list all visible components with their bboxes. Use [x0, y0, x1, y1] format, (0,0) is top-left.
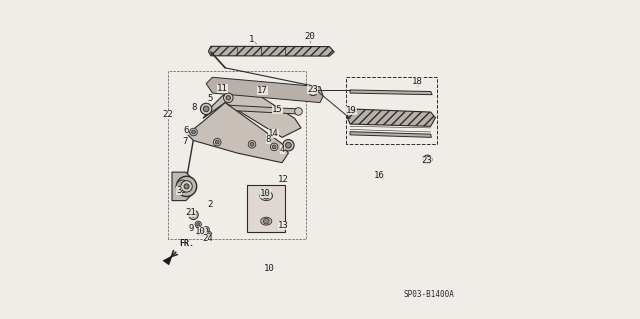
Polygon shape [206, 77, 323, 103]
Circle shape [285, 142, 291, 148]
Polygon shape [163, 256, 172, 265]
Text: 24: 24 [203, 234, 213, 243]
Text: 10: 10 [260, 189, 271, 198]
Text: 15: 15 [272, 105, 283, 114]
Text: 3: 3 [176, 186, 182, 195]
Circle shape [263, 193, 269, 199]
Text: 12: 12 [278, 174, 289, 184]
Circle shape [200, 103, 212, 115]
Text: 5: 5 [207, 94, 212, 103]
Text: 10: 10 [195, 227, 206, 236]
Circle shape [264, 218, 269, 224]
Circle shape [423, 155, 432, 164]
Circle shape [181, 181, 192, 192]
Text: 22: 22 [162, 110, 173, 119]
Circle shape [191, 130, 195, 134]
Text: 25: 25 [196, 229, 207, 238]
Text: 23: 23 [307, 85, 318, 94]
Text: 19: 19 [346, 106, 356, 115]
Circle shape [270, 143, 278, 151]
Circle shape [215, 140, 219, 144]
Text: 10: 10 [264, 264, 275, 273]
Polygon shape [247, 185, 285, 232]
Circle shape [205, 231, 212, 238]
Circle shape [294, 108, 302, 115]
Circle shape [196, 223, 200, 226]
Ellipse shape [260, 191, 273, 201]
Ellipse shape [260, 217, 272, 225]
Circle shape [201, 231, 204, 234]
Text: 17: 17 [257, 86, 268, 95]
Polygon shape [347, 109, 435, 126]
Circle shape [176, 180, 189, 193]
Circle shape [195, 221, 202, 227]
Circle shape [204, 106, 209, 112]
Text: 2: 2 [207, 200, 212, 209]
Circle shape [226, 96, 230, 100]
Polygon shape [350, 132, 431, 137]
Text: 20: 20 [304, 32, 315, 41]
Circle shape [223, 93, 233, 103]
Text: 8: 8 [192, 103, 197, 112]
Circle shape [272, 145, 276, 149]
Text: 14: 14 [268, 129, 278, 138]
Text: 16: 16 [374, 171, 385, 180]
Text: 18: 18 [412, 77, 423, 85]
Circle shape [308, 87, 317, 96]
Polygon shape [225, 105, 300, 114]
Text: 13: 13 [278, 221, 289, 230]
Circle shape [184, 184, 189, 189]
Circle shape [207, 233, 211, 236]
Polygon shape [209, 46, 334, 56]
Circle shape [213, 138, 221, 146]
Text: SP03-B1400A: SP03-B1400A [403, 290, 454, 299]
Polygon shape [203, 87, 301, 137]
Circle shape [205, 228, 208, 231]
Polygon shape [187, 103, 289, 163]
Text: 8: 8 [266, 135, 271, 145]
Circle shape [250, 142, 254, 146]
Circle shape [199, 230, 205, 236]
Circle shape [203, 226, 209, 233]
Text: 23: 23 [422, 156, 432, 165]
Circle shape [191, 213, 196, 217]
Circle shape [189, 210, 198, 219]
Text: 9: 9 [188, 224, 194, 233]
Circle shape [189, 128, 197, 136]
Text: 11: 11 [217, 84, 228, 93]
Polygon shape [172, 172, 192, 201]
Polygon shape [350, 90, 432, 95]
Circle shape [177, 176, 196, 197]
Text: 21: 21 [185, 208, 196, 217]
Text: 6: 6 [183, 126, 189, 135]
Circle shape [283, 140, 294, 151]
Circle shape [248, 141, 256, 148]
Text: 1: 1 [250, 35, 255, 44]
Text: 7: 7 [182, 137, 188, 146]
Text: 4: 4 [280, 145, 285, 153]
Text: FR.: FR. [179, 239, 194, 248]
